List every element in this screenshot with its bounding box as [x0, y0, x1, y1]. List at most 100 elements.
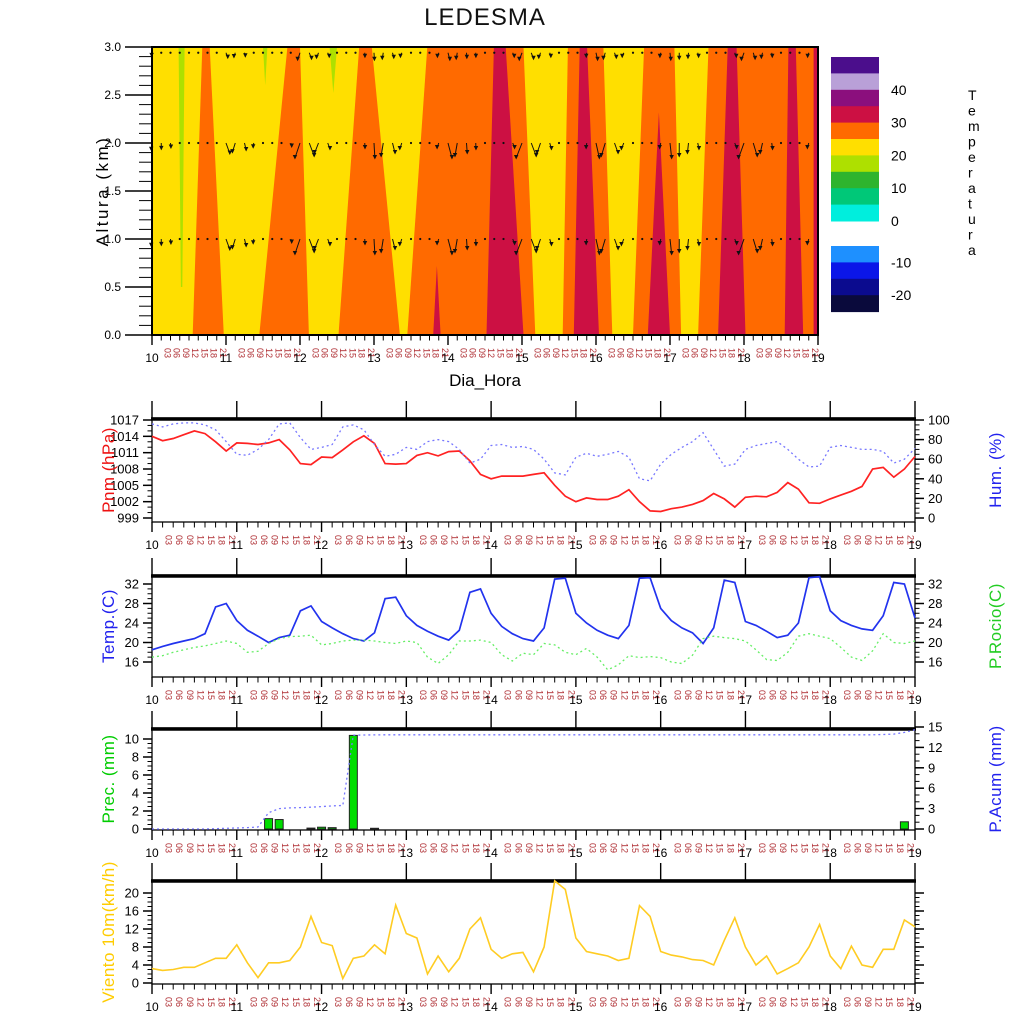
- precipitation-right-axis: 0 3 6 9 12 15: [915, 720, 942, 837]
- svg-text:06: 06: [764, 348, 774, 358]
- series-pnm: [151, 430, 916, 513]
- svg-text:15: 15: [291, 997, 301, 1007]
- svg-text:12: 12: [782, 348, 792, 358]
- svg-text:21: 21: [566, 535, 576, 545]
- svg-text:06: 06: [344, 690, 354, 700]
- contour-orange-band: [192, 47, 224, 335]
- svg-text:06: 06: [394, 348, 404, 358]
- svg-text:18: 18: [640, 843, 650, 853]
- svg-text:06: 06: [513, 690, 523, 700]
- svg-text:18: 18: [217, 535, 227, 545]
- svg-text:12: 12: [450, 843, 460, 853]
- svg-text:09: 09: [329, 348, 339, 358]
- svg-text:15: 15: [376, 843, 386, 853]
- svg-text:21: 21: [227, 535, 237, 545]
- svg-text:12: 12: [704, 690, 714, 700]
- svg-text:18: 18: [640, 997, 650, 1007]
- svg-text:03: 03: [418, 997, 428, 1007]
- svg-text:12: 12: [412, 348, 422, 358]
- svg-text:15: 15: [460, 535, 470, 545]
- svg-text:06: 06: [259, 997, 269, 1007]
- svg-text:11: 11: [231, 1000, 244, 1014]
- svg-text:06: 06: [259, 843, 269, 853]
- svg-text:12: 12: [190, 348, 200, 358]
- svg-text:12: 12: [315, 1000, 329, 1014]
- svg-text:09: 09: [863, 690, 873, 700]
- svg-text:15: 15: [206, 690, 216, 700]
- svg-text:18: 18: [653, 348, 663, 358]
- svg-text:13: 13: [367, 351, 381, 365]
- prec-bar: [370, 827, 380, 830]
- svg-text:09: 09: [773, 348, 783, 358]
- svg-text:18: 18: [801, 348, 811, 358]
- svg-text:18: 18: [727, 348, 737, 358]
- colorbar-swatch: [831, 57, 879, 74]
- svg-text:4: 4: [132, 958, 139, 973]
- svg-text:06: 06: [616, 348, 626, 358]
- svg-text:100: 100: [928, 413, 950, 428]
- svg-text:09: 09: [403, 348, 413, 358]
- svg-text:15: 15: [206, 843, 216, 853]
- pressure-humidity-right-title: Hum. (%): [986, 432, 1005, 508]
- svg-text:21: 21: [227, 690, 237, 700]
- svg-text:19: 19: [811, 351, 825, 365]
- svg-text:13: 13: [400, 846, 414, 860]
- wind-arrows: [149, 51, 810, 256]
- svg-text:06: 06: [768, 690, 778, 700]
- svg-text:03: 03: [384, 348, 394, 358]
- series-p.rocio: [151, 632, 916, 671]
- svg-text:21: 21: [566, 690, 576, 700]
- svg-text:15: 15: [717, 348, 727, 358]
- svg-text:12: 12: [315, 846, 329, 860]
- svg-text:18: 18: [725, 997, 735, 1007]
- svg-text:21: 21: [440, 348, 450, 358]
- svg-text:09: 09: [185, 997, 195, 1007]
- svg-text:18: 18: [810, 535, 820, 545]
- svg-text:15: 15: [545, 535, 555, 545]
- svg-text:17: 17: [663, 351, 677, 365]
- colorbar-swatch: [831, 106, 879, 124]
- svg-text:18: 18: [431, 348, 441, 358]
- svg-text:21: 21: [736, 348, 746, 358]
- svg-text:06: 06: [683, 535, 693, 545]
- svg-text:15: 15: [630, 535, 640, 545]
- svg-text:06: 06: [683, 843, 693, 853]
- svg-text:2: 2: [132, 804, 139, 819]
- svg-text:6: 6: [928, 781, 935, 796]
- svg-text:15: 15: [291, 843, 301, 853]
- svg-text:03: 03: [842, 690, 852, 700]
- svg-text:15: 15: [569, 846, 583, 860]
- svg-text:32: 32: [928, 577, 942, 592]
- svg-text:15: 15: [545, 690, 555, 700]
- svg-text:18: 18: [471, 997, 481, 1007]
- svg-text:12: 12: [195, 690, 205, 700]
- svg-text:06: 06: [683, 997, 693, 1007]
- svg-text:21: 21: [651, 843, 661, 853]
- svg-text:80: 80: [928, 432, 942, 447]
- svg-text:20: 20: [125, 635, 139, 650]
- svg-text:21: 21: [482, 997, 492, 1007]
- svg-text:03: 03: [333, 843, 343, 853]
- contour-y-axis: 0.0 0.5 1.0 1.5 2.0 2.5 3.0: [104, 40, 152, 342]
- svg-text:15: 15: [569, 1000, 583, 1014]
- svg-text:18: 18: [217, 690, 227, 700]
- svg-text:12: 12: [874, 535, 884, 545]
- svg-text:15: 15: [206, 997, 216, 1007]
- svg-text:03: 03: [248, 690, 258, 700]
- svg-text:15: 15: [799, 997, 809, 1007]
- contour-crimson-band: [486, 47, 524, 335]
- svg-text:06: 06: [690, 348, 700, 358]
- svg-text:21: 21: [482, 690, 492, 700]
- svg-text:11: 11: [220, 351, 233, 365]
- svg-text:12: 12: [535, 997, 545, 1007]
- svg-text:12: 12: [535, 843, 545, 853]
- svg-text:2.5: 2.5: [104, 88, 121, 102]
- svg-text:12: 12: [450, 997, 460, 1007]
- svg-text:28: 28: [125, 596, 139, 611]
- contour-yellow-band: [603, 47, 645, 335]
- temperature-dewpoint-left-title: Temp.(C): [99, 589, 118, 663]
- svg-text:21: 21: [905, 535, 915, 545]
- svg-text:12: 12: [874, 843, 884, 853]
